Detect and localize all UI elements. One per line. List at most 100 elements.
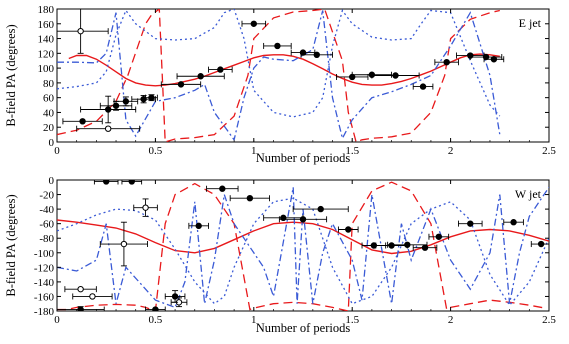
y-tick-label: 120 xyxy=(38,48,55,60)
model-curve-solid xyxy=(68,53,500,87)
data-point-6 xyxy=(206,185,239,192)
y-tick-label: 100 xyxy=(38,63,55,75)
filled-marker xyxy=(510,219,517,226)
y-tick-label: -40 xyxy=(39,204,54,216)
y-tick-label: 140 xyxy=(38,34,55,46)
filled-marker xyxy=(490,56,498,63)
model-curve-dashed xyxy=(57,9,500,142)
data-point-10 xyxy=(263,42,292,50)
filled-marker xyxy=(482,53,490,61)
filled-marker xyxy=(317,205,324,213)
filled-marker xyxy=(148,94,155,101)
filled-marker xyxy=(435,233,442,240)
y-tick-label: 80 xyxy=(43,78,55,90)
x-tick-label: 0 xyxy=(54,314,60,326)
data-point-0 xyxy=(62,118,103,125)
filled-marker xyxy=(77,306,84,311)
y-tick-label: -140 xyxy=(34,277,55,289)
filled-marker xyxy=(246,194,254,202)
plot-frame xyxy=(56,179,550,312)
x-tick-label: 0 xyxy=(54,145,60,157)
open-point-1 xyxy=(76,125,141,132)
filled-marker xyxy=(197,73,204,80)
y-tick-label: 0 xyxy=(49,137,55,149)
panel-e-jet: 0 0.5 1 1.5 2 2.5 0 20 40 60 80 100 120 140 160 180 Numb… xyxy=(4,4,556,165)
filled-marker xyxy=(171,293,179,300)
open-marker xyxy=(77,285,84,293)
open-marker xyxy=(104,125,112,132)
data-point-1 xyxy=(93,180,119,185)
panel-label: W jet xyxy=(515,187,542,201)
filled-marker xyxy=(421,244,429,251)
filled-marker xyxy=(537,240,545,248)
filled-marker xyxy=(122,98,130,105)
model-curve-dashdot xyxy=(57,186,549,309)
x-tick-label: 2 xyxy=(448,145,454,157)
data-point-2 xyxy=(121,180,143,185)
filled-marker xyxy=(79,118,86,125)
y-tick-label: -180 xyxy=(34,306,55,318)
filled-marker xyxy=(392,72,399,79)
filled-marker xyxy=(299,49,307,56)
x-tick-label: 0.5 xyxy=(149,314,163,326)
data-point-7 xyxy=(229,194,270,202)
data-point-9 xyxy=(241,20,267,27)
filled-marker xyxy=(177,81,185,88)
filled-marker xyxy=(103,180,110,185)
filled-marker xyxy=(217,66,224,73)
plot-area xyxy=(57,180,549,311)
data-point-6 xyxy=(160,81,202,88)
y-tick-label: -60 xyxy=(39,219,54,231)
data-point-19 xyxy=(530,240,549,248)
filled-marker xyxy=(274,42,281,50)
y-tick-label: 60 xyxy=(43,93,55,105)
open-marker xyxy=(77,27,84,35)
y-tick-label: 20 xyxy=(43,122,55,134)
open-point-1 xyxy=(72,293,113,300)
filled-marker xyxy=(404,241,411,248)
open-point-0 xyxy=(64,285,97,293)
data-point-1 xyxy=(80,95,137,124)
data-point-12 xyxy=(300,51,333,59)
data-point-17 xyxy=(434,59,459,66)
model-curve-dashdot xyxy=(57,10,501,142)
filled-marker xyxy=(443,59,450,66)
data-point-9 xyxy=(278,216,328,223)
filled-marker xyxy=(112,102,120,109)
y-tick-label: -120 xyxy=(34,262,55,274)
data-point-15 xyxy=(412,244,438,251)
open-point-3 xyxy=(133,198,158,217)
filled-marker xyxy=(313,51,320,59)
model-curve-dotted xyxy=(57,197,549,307)
data-point-16 xyxy=(412,83,434,90)
y-tick-label: -80 xyxy=(39,233,54,245)
filled-marker xyxy=(140,95,147,103)
filled-marker xyxy=(345,226,352,233)
filled-marker xyxy=(299,216,307,223)
y-axis-title: B-field PA (degrees) xyxy=(4,194,18,296)
data-point-20 xyxy=(483,56,505,63)
x-tick-label: 1 xyxy=(251,145,257,157)
data-point-19 xyxy=(469,53,503,61)
x-axis-title: Number of periods xyxy=(256,151,351,165)
data-point-5 xyxy=(188,222,209,230)
y-tick-label: -100 xyxy=(34,248,55,260)
y-tick-label: 180 xyxy=(38,4,55,16)
y-tick-label: 40 xyxy=(43,107,55,119)
data-point-10 xyxy=(292,205,349,213)
data-point-7 xyxy=(176,73,225,80)
y-tick-label: 160 xyxy=(38,19,55,31)
y-tick-label: 0 xyxy=(49,175,55,187)
data-point-17 xyxy=(458,220,483,227)
open-marker xyxy=(142,204,149,211)
filled-marker xyxy=(104,106,112,113)
filled-marker xyxy=(467,220,474,227)
x-tick-label: 1.5 xyxy=(345,314,359,326)
data-point-4 xyxy=(131,94,156,104)
y-tick-label: -20 xyxy=(39,190,54,202)
x-axis-title: Number of periods xyxy=(256,321,351,335)
data-point-18 xyxy=(503,219,524,226)
filled-marker xyxy=(250,20,258,27)
